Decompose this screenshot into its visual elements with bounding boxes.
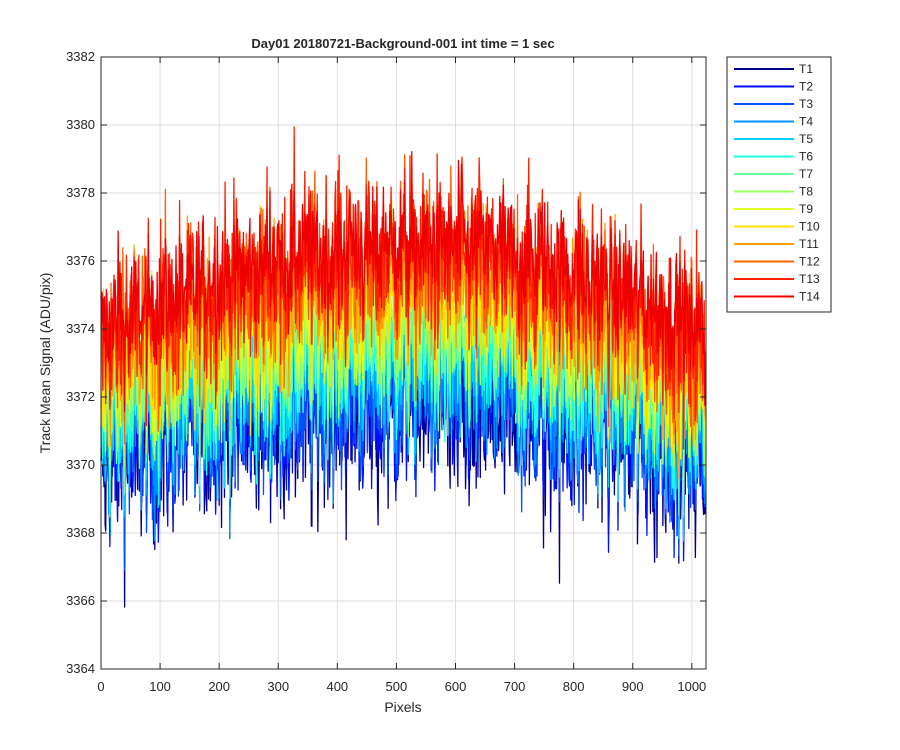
legend-label-t13: T13 [799, 272, 820, 286]
legend-label-t7: T7 [799, 167, 813, 181]
y-tick-label: 3382 [66, 49, 95, 64]
y-tick-label: 3364 [66, 661, 95, 676]
x-tick-label: 400 [326, 679, 348, 694]
series-line-t14 [100, 151, 707, 413]
series-lines [100, 126, 707, 608]
legend-label-t4: T4 [799, 115, 813, 129]
y-tick-label: 3370 [66, 457, 95, 472]
legend-label-t9: T9 [799, 202, 813, 216]
x-tick-label: 500 [386, 679, 408, 694]
y-tick-label: 3376 [66, 253, 95, 268]
x-axis-label: Pixels [384, 699, 421, 715]
x-tick-label: 700 [504, 679, 526, 694]
legend-label-t1: T1 [799, 62, 813, 76]
x-tick-label: 300 [267, 679, 289, 694]
legend-label-t11: T11 [799, 237, 819, 251]
y-tick-label: 3378 [66, 185, 95, 200]
y-axis-label: Track Mean Signal (ADU/pix) [37, 273, 53, 454]
x-tick-label: 0 [97, 679, 104, 694]
y-tick-label: 3380 [66, 117, 95, 132]
x-tick-label: 100 [149, 679, 171, 694]
legend-label-t12: T12 [799, 255, 820, 269]
x-tick-label: 1000 [677, 679, 706, 694]
x-tick-label: 200 [208, 679, 230, 694]
legend-label-t5: T5 [799, 132, 813, 146]
series-line-t4 [100, 246, 707, 542]
legend-items: T1 T2 T3 T4 T5 T6 T7 T8 T9 T10 T11 T12 T13 T14 [734, 62, 820, 304]
chart-title: Day01 20180721-Background-001 int time =… [251, 36, 554, 51]
legend-label-t2: T2 [799, 80, 813, 94]
x-tick-label: 600 [445, 679, 467, 694]
y-tick-label: 3368 [66, 525, 95, 540]
legend-label-t6: T6 [799, 150, 813, 164]
plot-frame [100, 56, 707, 670]
y-tick-label: 3374 [66, 321, 95, 336]
y-tick-label: 3366 [66, 593, 95, 608]
legend[interactable]: T1 T2 T3 T4 T5 T6 T7 T8 T9 T10 T11 T12 T13 T14 [726, 56, 832, 313]
y-tick-label: 3372 [66, 389, 95, 404]
legend-box [726, 56, 832, 313]
legend-label-t3: T3 [799, 97, 813, 111]
x-tick-label: 900 [622, 679, 644, 694]
axis-ticks: 0 100 200 300 400 500 600 700 800 900 1000 3364 3366… [66, 49, 706, 694]
legend-label-t10: T10 [799, 220, 820, 234]
legend-label-t8: T8 [799, 185, 813, 199]
x-tick-label: 800 [563, 679, 585, 694]
legend-label-t14: T14 [799, 290, 820, 304]
